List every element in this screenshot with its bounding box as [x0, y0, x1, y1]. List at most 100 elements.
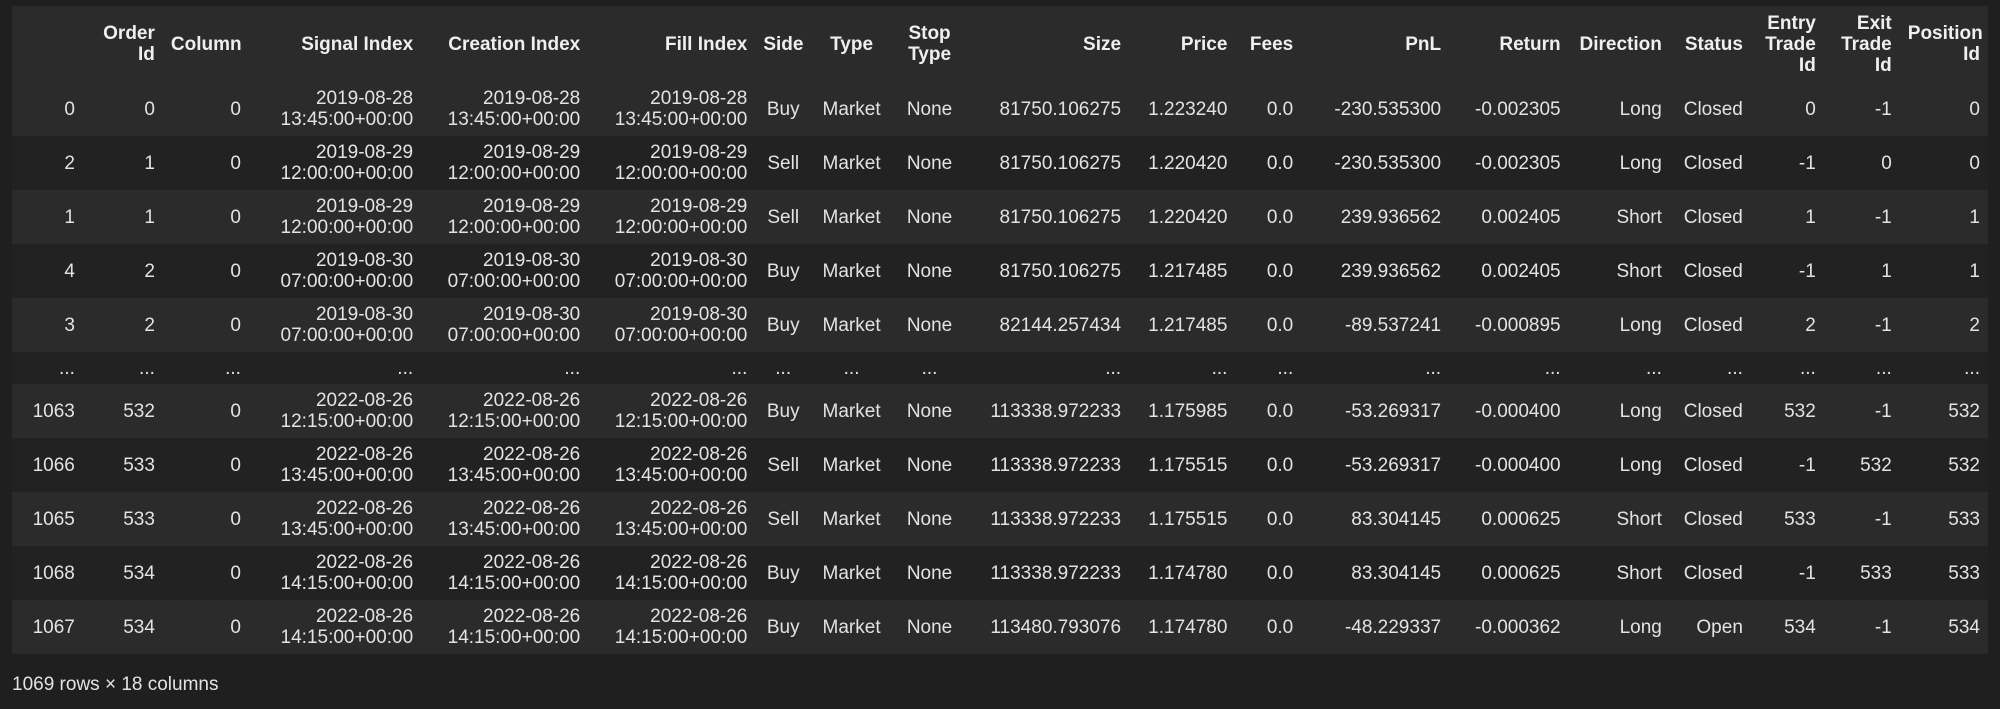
cell-status: Closed — [1683, 98, 1743, 120]
cell-return: ... — [1544, 357, 1561, 379]
cell-price: 1.174780 — [1148, 616, 1228, 638]
cell-side: Sell — [767, 206, 800, 228]
column-header-status: Status — [1684, 33, 1743, 55]
cell-position-id: 0 — [1969, 98, 1980, 120]
cell-column: 0 — [230, 206, 241, 228]
cell-signal-index: 2022-08-26 14:15:00+00:00 — [280, 606, 414, 648]
cell-side: Sell — [767, 454, 800, 476]
cell-order-id: 2 — [144, 260, 155, 282]
column-header-position-id: Position Id — [1907, 23, 1983, 65]
column-header-price: Price — [1180, 33, 1228, 55]
row-index-cell: 1066 — [32, 454, 75, 476]
cell-type: Market — [822, 260, 881, 282]
cell-type: Market — [822, 314, 881, 336]
column-header-pnl: PnL — [1405, 33, 1442, 55]
cell-type: Market — [822, 400, 881, 422]
column-header-column: Column — [170, 33, 242, 55]
cell-position-id: 2 — [1969, 314, 1980, 336]
row-index-cell: ... — [59, 357, 75, 379]
cell-creation-index: ... — [564, 357, 581, 379]
cell-pnl: 239.936562 — [1340, 260, 1442, 282]
cell-position-id: 0 — [1969, 152, 1980, 174]
cell-order-id: 533 — [123, 508, 155, 530]
cell-signal-index: 2022-08-26 14:15:00+00:00 — [280, 552, 414, 594]
cell-entry-trade-id: ... — [1799, 357, 1816, 379]
cell-side: ... — [775, 357, 792, 379]
cell-exit-trade-id: ... — [1875, 357, 1892, 379]
cell-stop-type: None — [906, 98, 953, 120]
cell-entry-trade-id: 1 — [1805, 206, 1816, 228]
cell-direction: ... — [1646, 357, 1662, 379]
table-row: 3 2 0 2019-08-30 07:00:00+00:00 2019-08-30 0… — [12, 298, 1988, 352]
cell-fill-index: 2022-08-26 14:15:00+00:00 — [614, 606, 748, 648]
cell-position-id: 533 — [1948, 508, 1980, 530]
cell-status: Closed — [1683, 152, 1743, 174]
table-row: 1 1 0 2019-08-29 12:00:00+00:00 2019-08-29 1… — [12, 190, 1988, 244]
cell-exit-trade-id: -1 — [1874, 508, 1892, 530]
cell-size: 113480.793076 — [990, 616, 1122, 638]
cell-price: 1.220420 — [1148, 206, 1228, 228]
cell-order-id: 532 — [123, 400, 155, 422]
cell-stop-type: None — [906, 616, 953, 638]
cell-entry-trade-id: -1 — [1798, 454, 1816, 476]
cell-position-id: 532 — [1948, 400, 1980, 422]
cell-fill-index: 2019-08-30 07:00:00+00:00 — [614, 250, 748, 292]
cell-exit-trade-id: -1 — [1874, 400, 1892, 422]
column-header-fees: Fees — [1249, 33, 1294, 55]
cell-fill-index: 2019-08-30 07:00:00+00:00 — [614, 304, 748, 346]
cell-fill-index: 2019-08-29 12:00:00+00:00 — [614, 196, 748, 238]
cell-exit-trade-id: -1 — [1874, 98, 1892, 120]
cell-column: 0 — [230, 314, 241, 336]
cell-fill-index: 2022-08-26 12:15:00+00:00 — [614, 390, 748, 432]
cell-stop-type: None — [906, 260, 953, 282]
cell-side: Buy — [766, 400, 800, 422]
cell-type: Market — [822, 152, 881, 174]
cell-entry-trade-id: 2 — [1805, 314, 1816, 336]
column-header-fill-index: Fill Index — [665, 33, 748, 55]
cell-exit-trade-id: 533 — [1860, 562, 1892, 584]
column-header-index — [12, 6, 83, 82]
column-header-exit-trade-id: Exit Trade Id — [1841, 12, 1892, 76]
dataframe-output: Order Id Column Signal Index Creation Index… — [12, 6, 1988, 654]
cell-signal-index: 2019-08-28 13:45:00+00:00 — [280, 88, 414, 130]
row-index-cell: 0 — [64, 98, 75, 120]
cell-side: Buy — [766, 314, 800, 336]
cell-size: 113338.972233 — [990, 562, 1122, 584]
cell-status: Closed — [1683, 400, 1743, 422]
cell-price: 1.223240 — [1148, 98, 1228, 120]
cell-return: 0.002405 — [1481, 260, 1561, 282]
cell-column: 0 — [230, 616, 241, 638]
cell-side: Sell — [767, 152, 800, 174]
table-row: 1067 534 0 2022-08-26 14:15:00+00:00 2022-08… — [12, 600, 1988, 654]
cell-entry-trade-id: 534 — [1784, 616, 1816, 638]
cell-position-id: 1 — [1969, 206, 1980, 228]
column-header-order-id: Order Id — [103, 23, 155, 65]
cell-creation-index: 2022-08-26 13:45:00+00:00 — [447, 498, 581, 540]
cell-exit-trade-id: 532 — [1860, 454, 1892, 476]
cell-order-id: ... — [139, 357, 155, 379]
cell-size: 81750.106275 — [999, 206, 1122, 228]
cell-stop-type: None — [906, 508, 953, 530]
cell-status: Closed — [1683, 508, 1743, 530]
column-header-creation-index: Creation Index — [448, 33, 581, 55]
cell-column: 0 — [230, 400, 241, 422]
cell-position-id: 534 — [1948, 616, 1980, 638]
cell-creation-index: 2019-08-29 12:00:00+00:00 — [447, 142, 581, 184]
cell-column: 0 — [230, 98, 241, 120]
cell-fill-index: 2022-08-26 14:15:00+00:00 — [614, 552, 748, 594]
cell-creation-index: 2019-08-28 13:45:00+00:00 — [447, 88, 581, 130]
cell-pnl: -53.269317 — [1344, 454, 1442, 476]
cell-fees: 0.0 — [1266, 260, 1294, 282]
cell-fees: 0.0 — [1266, 562, 1294, 584]
cell-price: 1.174780 — [1148, 562, 1228, 584]
cell-signal-index: 2019-08-30 07:00:00+00:00 — [280, 250, 414, 292]
cell-status: Closed — [1683, 454, 1743, 476]
cell-direction: Long — [1619, 454, 1662, 476]
cell-creation-index: 2022-08-26 14:15:00+00:00 — [447, 552, 581, 594]
cell-signal-index: 2022-08-26 12:15:00+00:00 — [280, 390, 414, 432]
cell-direction: Short — [1616, 508, 1662, 530]
cell-order-id: 533 — [123, 454, 155, 476]
cell-fees: 0.0 — [1266, 152, 1294, 174]
cell-return: 0.000625 — [1481, 508, 1561, 530]
cell-column: 0 — [230, 562, 241, 584]
